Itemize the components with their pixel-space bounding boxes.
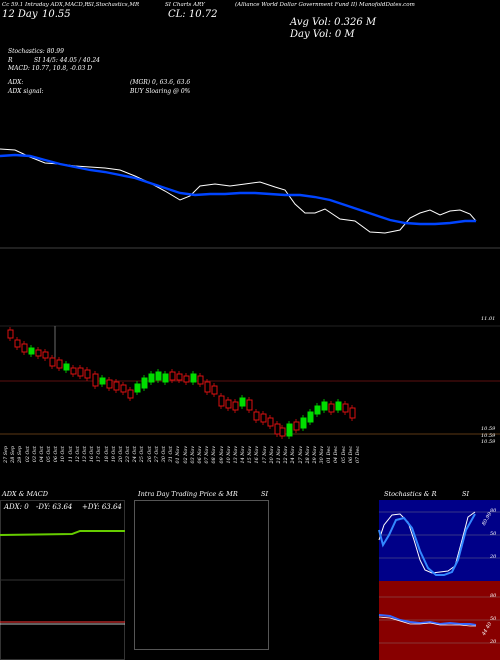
price-line (0, 148, 477, 234)
candle-body (286, 423, 293, 437)
candle-body (134, 383, 141, 393)
candle-body (232, 401, 239, 411)
candle-body (28, 347, 35, 355)
header-title-3: SI Charts ARY (165, 2, 205, 8)
intraday-title-suffix: SI (261, 490, 269, 498)
candle-body (225, 399, 232, 409)
candle-body (300, 417, 307, 429)
stoch-d-line (378, 513, 476, 576)
stoch-scale-20: 20 (490, 554, 497, 560)
adx-value: ADX: 0 (4, 503, 29, 511)
dy-plus-value: +DY: 63.64 (82, 503, 122, 511)
price-lower-label-2: 10.59 (481, 433, 496, 439)
candle-body (141, 377, 148, 389)
adx-label: ADX: (8, 79, 24, 86)
macd-readout: MACD: 10.77, 10.8, -0.03 D (8, 65, 93, 72)
header-title-4: (Alliance World Dollar Government Fund I… (235, 2, 415, 8)
candle-body (42, 351, 49, 359)
price-lower-label-3: 10.59 (481, 439, 496, 445)
price-upper-label: 11.01 (481, 316, 496, 322)
date-label: 12 Day (2, 9, 38, 20)
stochastics-readout: Stochastics: 80.99 (8, 48, 64, 55)
candle-body (14, 339, 21, 348)
candle-body (49, 357, 56, 367)
candle-body (253, 411, 260, 421)
stoch-background (379, 500, 500, 581)
header-title-1: Cc 59.1 Intraday ADX,MACD,R (2, 2, 89, 8)
candle-body (176, 373, 183, 381)
candle-body (246, 399, 253, 411)
avg-vol-label: Avg Vol: 0.326 M (290, 17, 377, 28)
candle-body (84, 369, 91, 379)
si-readout: SI 14/5: 44.05 / 40.24 (34, 57, 100, 64)
stoch-k-line (378, 511, 476, 574)
candle-body (35, 349, 42, 357)
candles-group (7, 327, 356, 439)
candle-body (211, 385, 218, 395)
candle-body (106, 379, 113, 389)
stoch-rsi-title-suffix: SI (462, 490, 470, 498)
candle-body (113, 381, 120, 391)
candle-body (21, 343, 28, 353)
candle-body (183, 375, 190, 383)
adx-line (0, 530, 125, 536)
candle-body (260, 413, 267, 423)
intraday-panel (134, 500, 269, 650)
candle-body (190, 373, 197, 383)
candle-body (307, 411, 314, 423)
dy-minus-value: -DY: 63.64 (36, 503, 73, 511)
rsi-scale-50: 50 (490, 616, 497, 622)
adx-signal-label: ADX signal: (8, 88, 44, 95)
candle-body (314, 405, 321, 415)
intraday-title: Intra Day Trading Price & MR (138, 490, 238, 498)
candle-body (204, 381, 211, 393)
rsi-line (378, 614, 477, 626)
rsi-scale-20: 20 (490, 639, 497, 645)
candle-body (218, 395, 225, 407)
header-title-2: SI,Stochastics,MR (88, 2, 140, 8)
candle-body (279, 427, 286, 437)
candle-body (155, 371, 162, 381)
rsi-scale-80: 80 (490, 593, 497, 599)
candle-body (197, 375, 204, 385)
candle-body (293, 421, 300, 431)
stoch-rsi-title: Stochastics & R (384, 490, 437, 498)
candle-body (77, 367, 84, 377)
candle-body (169, 371, 176, 381)
candle-body (328, 403, 335, 413)
day-vol-label: Day Vol: 0 M (290, 29, 355, 40)
price-lower-label-1: 10.59 (481, 426, 496, 432)
close-label: CL: 10.72 (168, 9, 218, 20)
candle-body (99, 377, 106, 385)
candle-body (7, 329, 14, 339)
candle-body (349, 407, 356, 419)
candle-body (162, 373, 169, 383)
stoch-scale-50: 50 (490, 531, 497, 537)
stochastics-r: R (8, 57, 13, 64)
candle-body (127, 389, 134, 399)
candle-body (267, 417, 274, 427)
adx-values: (MGR) 0, 63.6, 63.6 (130, 79, 191, 86)
stoch-scale-80: 80 (490, 508, 497, 514)
candle-body (148, 373, 155, 383)
moving-average-line (0, 153, 476, 226)
price-label: 10.55 (42, 9, 71, 20)
candle-body (63, 363, 70, 371)
candle-body (321, 401, 328, 411)
adx-macd-title: ADX & MACD (2, 490, 48, 498)
candle-body (56, 359, 63, 369)
candle-body (70, 367, 77, 375)
rsi-signal-line (378, 616, 476, 627)
candle-body (335, 401, 342, 411)
buy-signal: BUY Sloaring @ 0% (130, 88, 191, 95)
candle-body (120, 384, 127, 393)
candle-body (239, 397, 246, 407)
candle-body (92, 373, 99, 387)
candle-body (342, 403, 349, 413)
